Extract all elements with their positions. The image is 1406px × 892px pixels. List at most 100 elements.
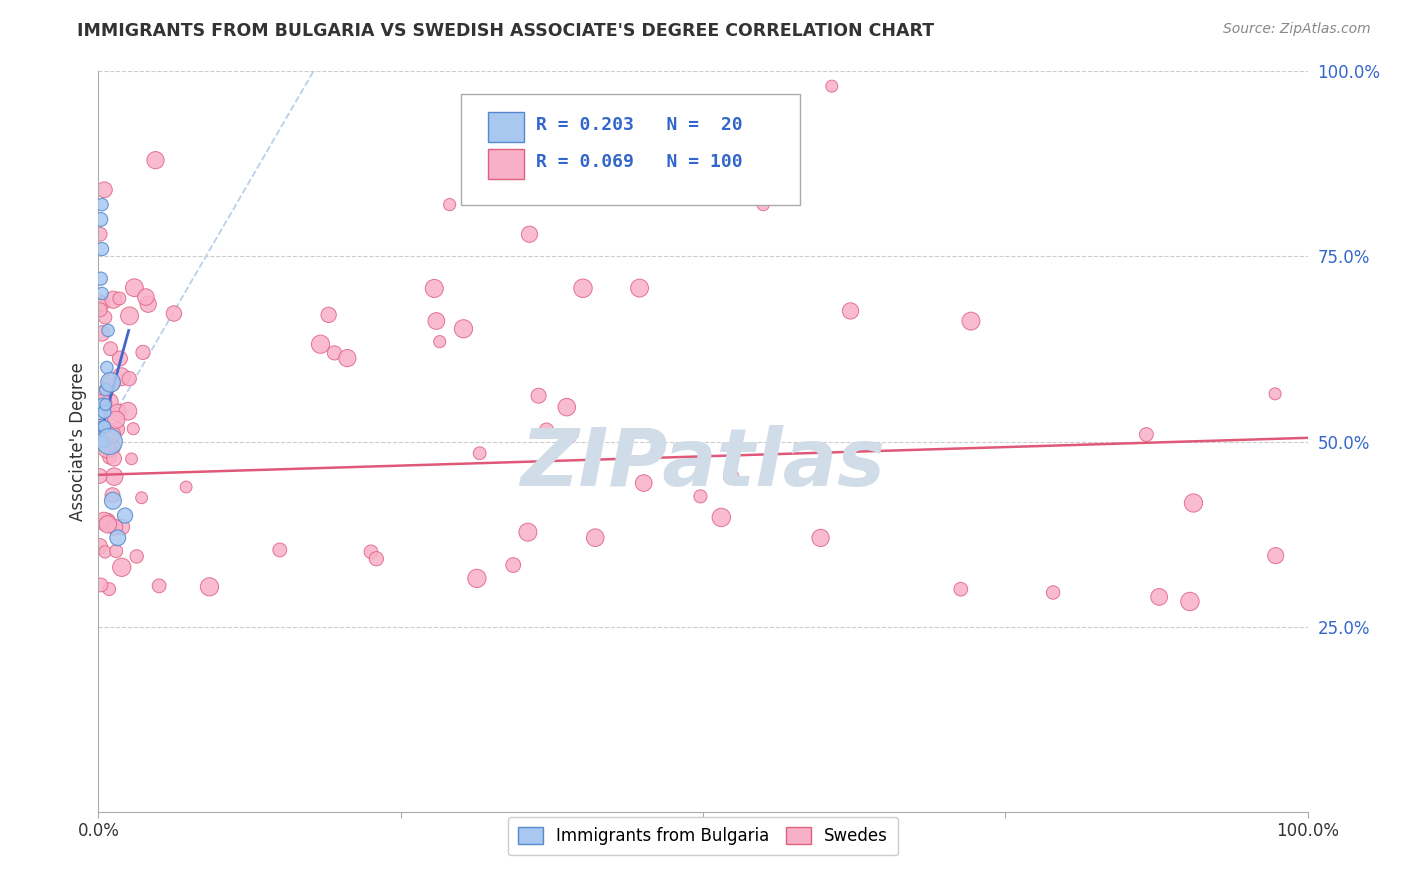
Point bbox=[96, 360, 118, 375]
Point bbox=[94, 310, 117, 325]
Point bbox=[108, 292, 131, 306]
Point bbox=[111, 560, 134, 574]
Point bbox=[131, 491, 153, 505]
Point bbox=[97, 324, 120, 338]
Text: IMMIGRANTS FROM BULGARIA VS SWEDISH ASSOCIATE'S DEGREE CORRELATION CHART: IMMIGRANTS FROM BULGARIA VS SWEDISH ASSO… bbox=[77, 22, 935, 40]
Point bbox=[148, 579, 170, 593]
Point bbox=[89, 296, 111, 310]
Point bbox=[89, 227, 111, 242]
Point bbox=[98, 434, 121, 449]
Point bbox=[93, 405, 115, 419]
Point bbox=[101, 493, 124, 508]
Point bbox=[103, 451, 125, 466]
Point bbox=[90, 212, 112, 227]
Point bbox=[1178, 594, 1201, 608]
Point bbox=[103, 293, 125, 307]
Point bbox=[98, 395, 121, 409]
Point bbox=[114, 508, 136, 523]
Point bbox=[89, 302, 111, 317]
Point bbox=[91, 434, 114, 449]
Point bbox=[1042, 585, 1064, 599]
Point bbox=[91, 396, 114, 410]
Point bbox=[91, 419, 114, 434]
Point bbox=[100, 376, 122, 390]
Point bbox=[468, 446, 491, 460]
Point bbox=[555, 400, 578, 414]
Point bbox=[132, 345, 155, 359]
Point bbox=[90, 393, 112, 408]
Text: Source: ZipAtlas.com: Source: ZipAtlas.com bbox=[1223, 22, 1371, 37]
Y-axis label: Associate's Degree: Associate's Degree bbox=[69, 362, 87, 521]
Point bbox=[710, 510, 733, 524]
Point bbox=[101, 488, 124, 502]
Point bbox=[689, 489, 711, 503]
Point bbox=[110, 369, 132, 384]
Point bbox=[105, 422, 128, 436]
Point bbox=[429, 334, 451, 349]
Point bbox=[90, 391, 112, 405]
Point bbox=[89, 412, 111, 426]
Point bbox=[519, 227, 541, 242]
Point bbox=[536, 423, 558, 437]
Point bbox=[104, 520, 127, 534]
Point bbox=[145, 153, 167, 168]
Point bbox=[558, 429, 581, 443]
Point bbox=[101, 427, 124, 442]
Point bbox=[94, 383, 117, 397]
Point bbox=[101, 440, 124, 454]
Point bbox=[107, 406, 129, 420]
Point bbox=[89, 539, 111, 553]
Point bbox=[100, 342, 122, 356]
Point bbox=[1264, 387, 1286, 401]
Point bbox=[89, 405, 111, 419]
Point bbox=[425, 314, 447, 328]
Point bbox=[465, 571, 488, 585]
Point bbox=[516, 525, 538, 540]
Legend: Immigrants from Bulgaria, Swedes: Immigrants from Bulgaria, Swedes bbox=[508, 817, 898, 855]
Point bbox=[121, 451, 143, 466]
FancyBboxPatch shape bbox=[461, 94, 800, 204]
Point bbox=[423, 281, 446, 295]
Point bbox=[96, 442, 118, 456]
Point bbox=[108, 351, 131, 366]
Point bbox=[91, 286, 114, 301]
Point bbox=[100, 376, 122, 390]
Point bbox=[720, 469, 742, 483]
Point bbox=[90, 578, 112, 592]
Bar bbox=[488, 149, 524, 178]
Point bbox=[91, 242, 114, 256]
Point bbox=[94, 384, 117, 399]
Point bbox=[98, 450, 121, 465]
Point bbox=[1147, 590, 1170, 604]
Point bbox=[136, 297, 159, 311]
Point bbox=[91, 296, 114, 310]
Point bbox=[360, 545, 382, 559]
Text: ZIPatlas: ZIPatlas bbox=[520, 425, 886, 503]
Point bbox=[122, 422, 145, 436]
Point bbox=[1135, 427, 1157, 442]
Point bbox=[318, 308, 340, 322]
Point bbox=[163, 306, 186, 320]
Point bbox=[323, 346, 346, 360]
Point bbox=[453, 322, 475, 336]
Point bbox=[1264, 549, 1286, 563]
Point bbox=[839, 304, 862, 318]
Point bbox=[309, 337, 332, 351]
Point bbox=[336, 351, 359, 365]
Point bbox=[94, 398, 117, 412]
Point bbox=[97, 514, 120, 528]
Point bbox=[97, 421, 120, 435]
Point bbox=[103, 469, 125, 483]
Point bbox=[94, 545, 117, 559]
Point bbox=[118, 309, 141, 323]
Point bbox=[89, 469, 111, 483]
Point bbox=[1182, 496, 1205, 510]
Point bbox=[91, 326, 114, 341]
Point bbox=[118, 372, 141, 386]
Point bbox=[98, 582, 121, 596]
Point bbox=[502, 558, 524, 572]
Point bbox=[583, 531, 606, 545]
Point bbox=[174, 480, 197, 494]
Point bbox=[135, 290, 157, 304]
Point bbox=[91, 197, 114, 211]
